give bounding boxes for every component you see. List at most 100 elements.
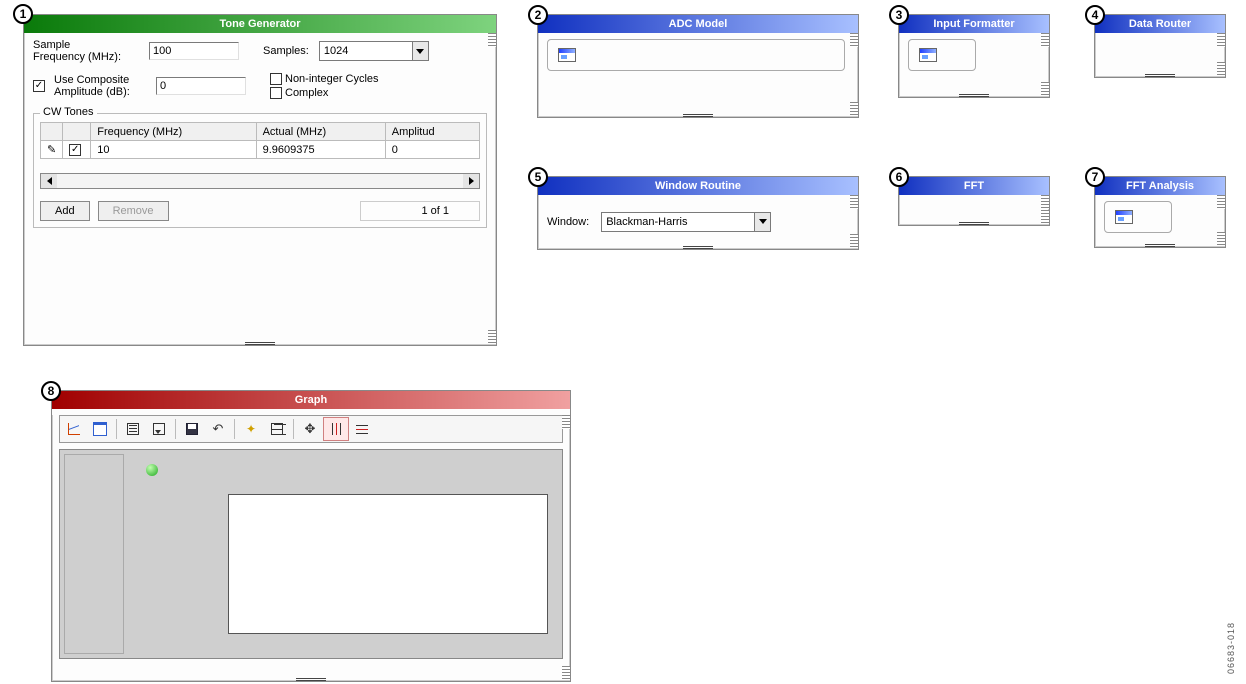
sample-frequency-label: Sample Frequency (MHz): <box>33 39 143 63</box>
graph-canvas[interactable] <box>59 449 563 659</box>
col-actual[interactable]: Actual (MHz) <box>256 123 385 141</box>
toolbar-separator <box>116 419 117 439</box>
cell-amplitude[interactable]: 0 <box>385 141 479 159</box>
tb-chart-icon[interactable] <box>61 417 87 441</box>
resize-handle-icon[interactable] <box>959 94 989 97</box>
adc-model-panel: ADC Model <box>537 14 859 118</box>
tb-undo-icon[interactable] <box>205 417 231 441</box>
window-function-select[interactable]: Blackman-Harris <box>601 212 771 232</box>
cw-tones-legend: CW Tones <box>40 106 97 118</box>
edit-row-icon[interactable]: ✎ <box>47 144 56 156</box>
scroll-track[interactable] <box>57 174 463 188</box>
callout-badge-7: 7 <box>1085 167 1105 187</box>
resize-handle-icon[interactable] <box>296 678 326 681</box>
resize-handle-icon[interactable] <box>683 246 713 249</box>
tb-page-icon[interactable] <box>87 417 113 441</box>
window-icon <box>1115 210 1133 224</box>
use-composite-checkbox[interactable] <box>33 80 48 92</box>
document-id: 06683-018 <box>1226 622 1236 674</box>
col-amplitude[interactable]: Amplitud <box>385 123 479 141</box>
cell-actual: 9.9609375 <box>256 141 385 159</box>
samples-select[interactable]: 1024 <box>319 41 429 61</box>
scroll-notch-icon <box>850 234 858 248</box>
remove-button: Remove <box>98 201 169 221</box>
resize-handle-icon[interactable] <box>959 222 989 225</box>
non-integer-label: Non-integer Cycles <box>285 73 379 85</box>
chevron-down-icon[interactable] <box>412 42 428 60</box>
col-frequency[interactable]: Frequency (MHz) <box>91 123 256 141</box>
graph-toolbar <box>59 415 563 443</box>
graph-title[interactable]: Graph <box>52 391 570 409</box>
horizontal-scrollbar[interactable] <box>40 173 480 189</box>
complex-label: Complex <box>285 87 328 99</box>
tb-vresize-icon[interactable] <box>349 417 375 441</box>
fft-analysis-title[interactable]: FFT Analysis <box>1095 177 1225 195</box>
scroll-notch-icon <box>562 666 570 680</box>
fft-panel: FFT <box>898 176 1050 226</box>
tb-save-icon[interactable] <box>179 417 205 441</box>
toolbar-separator <box>234 419 235 439</box>
callout-badge-4: 4 <box>1085 5 1105 25</box>
composite-amplitude-input[interactable] <box>156 77 246 95</box>
toolbar-separator <box>293 419 294 439</box>
window-icon <box>919 48 937 62</box>
cell-frequency[interactable]: 10 <box>91 141 256 159</box>
scroll-notch-icon <box>850 195 858 209</box>
scroll-notch-icon <box>850 102 858 116</box>
window-routine-panel: Window Routine Window: Blackman-Harris <box>537 176 859 250</box>
callout-badge-1: 1 <box>13 4 33 24</box>
row-counter: 1 of 1 <box>360 201 480 221</box>
input-formatter-title[interactable]: Input Formatter <box>899 15 1049 33</box>
scroll-notch-icon <box>562 415 570 429</box>
fft-analysis-panel: FFT Analysis <box>1094 176 1226 248</box>
resize-handle-icon[interactable] <box>683 114 713 117</box>
checkbox-icon <box>33 80 45 92</box>
use-composite-label: Use Composite Amplitude (dB): <box>54 74 150 98</box>
non-integer-checkbox[interactable]: Non-integer Cycles <box>270 73 379 85</box>
plot-area[interactable] <box>228 494 548 634</box>
row-enable-checkbox[interactable] <box>69 144 84 156</box>
resize-handle-icon[interactable] <box>1145 74 1175 77</box>
tb-move-icon[interactable] <box>297 417 323 441</box>
checkbox-icon <box>270 87 282 99</box>
fft-title[interactable]: FFT <box>899 177 1049 195</box>
tb-grid-icon[interactable] <box>264 417 290 441</box>
input-formatter-thumbnail[interactable] <box>908 39 976 71</box>
scroll-notch-icon <box>850 33 858 47</box>
callout-badge-3: 3 <box>889 5 909 25</box>
toolbar-separator <box>175 419 176 439</box>
adc-thumbnail-frame[interactable] <box>547 39 845 71</box>
window-routine-title[interactable]: Window Routine <box>538 177 858 195</box>
sample-frequency-input[interactable] <box>149 42 239 60</box>
scroll-left-button[interactable] <box>41 174 57 188</box>
add-button[interactable]: Add <box>40 201 90 221</box>
callout-badge-8: 8 <box>41 381 61 401</box>
scroll-notch-icon <box>1041 210 1049 224</box>
graph-panel: Graph <box>51 390 571 682</box>
resize-handle-icon[interactable] <box>1145 244 1175 247</box>
callout-badge-6: 6 <box>889 167 909 187</box>
scroll-notch-icon <box>488 330 496 344</box>
scroll-right-button[interactable] <box>463 174 479 188</box>
cw-tones-table: Frequency (MHz) Actual (MHz) Amplitud ✎ … <box>40 122 480 159</box>
resize-handle-icon[interactable] <box>245 342 275 345</box>
tb-drop-icon[interactable] <box>146 417 172 441</box>
chevron-down-icon[interactable] <box>754 213 770 231</box>
adc-model-title[interactable]: ADC Model <box>538 15 858 33</box>
window-function-value: Blackman-Harris <box>602 216 754 228</box>
complex-checkbox[interactable]: Complex <box>270 87 379 99</box>
graph-side-panel <box>64 454 124 654</box>
checkbox-icon <box>69 144 81 156</box>
tb-star-icon[interactable] <box>238 417 264 441</box>
tb-list-icon[interactable] <box>120 417 146 441</box>
window-label: Window: <box>547 216 589 228</box>
fft-analysis-thumbnail[interactable] <box>1104 201 1172 233</box>
tone-generator-title[interactable]: Tone Generator <box>24 15 496 33</box>
data-router-title[interactable]: Data Router <box>1095 15 1225 33</box>
scroll-notch-icon <box>488 33 496 47</box>
scroll-notch-icon <box>1217 232 1225 246</box>
status-dot-icon <box>146 464 158 476</box>
table-row[interactable]: ✎ 10 9.9609375 0 <box>41 141 480 159</box>
tb-hresize-icon[interactable] <box>323 417 349 441</box>
callout-badge-2: 2 <box>528 5 548 25</box>
